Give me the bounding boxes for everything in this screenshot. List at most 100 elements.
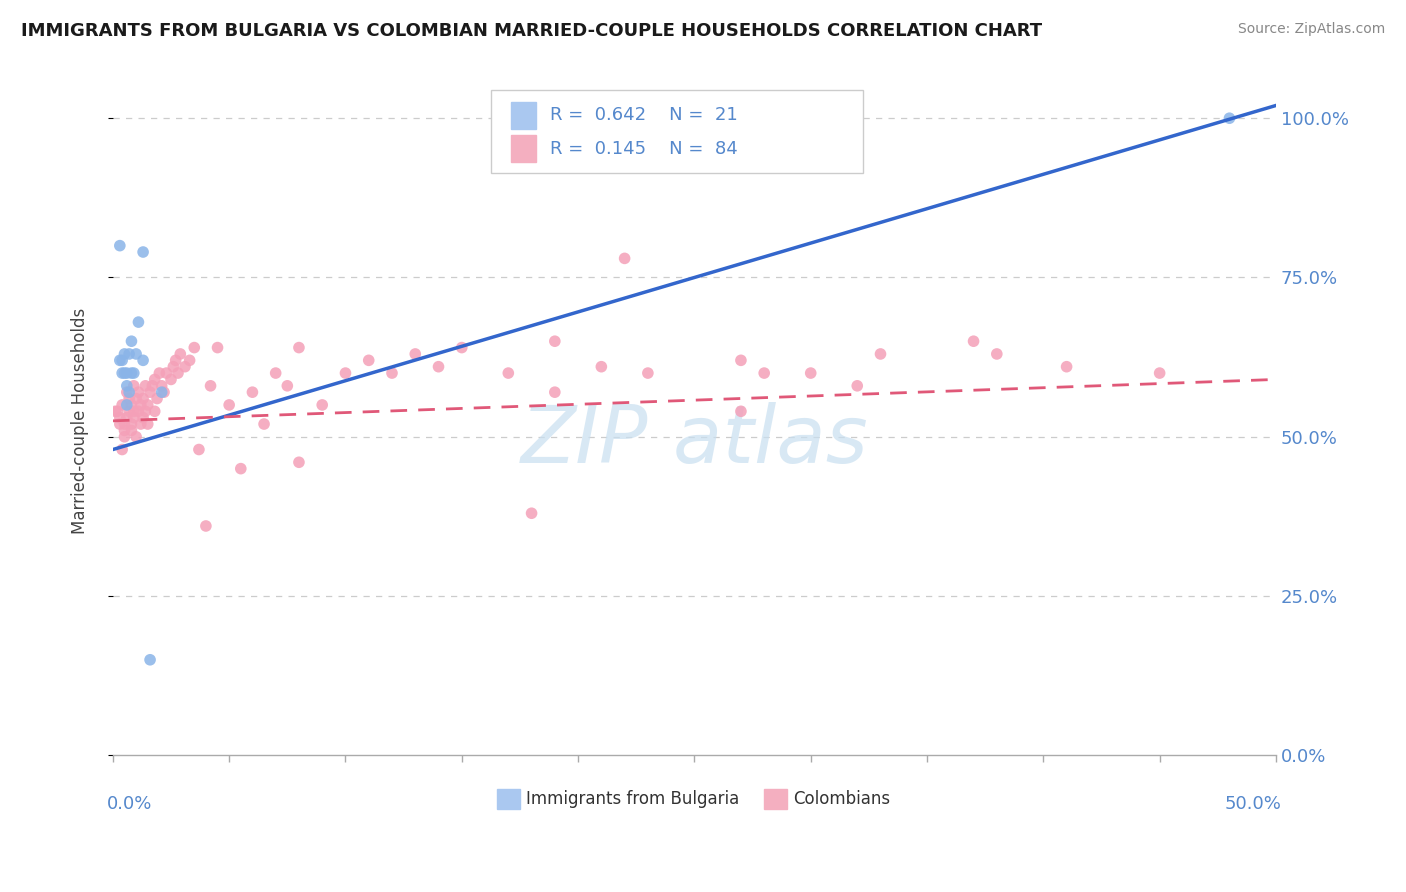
Point [108, 410, 131, 425]
Point [153, 385, 176, 400]
Point [120, 417, 142, 431]
Point [125, 347, 148, 361]
Text: Colombians: Colombians [793, 789, 890, 808]
Point [108, 353, 131, 368]
Point [122, 404, 145, 418]
Bar [496, 789, 520, 809]
Point [125, 392, 148, 406]
Point [800, 366, 823, 380]
Point [111, 366, 134, 380]
Point [169, 347, 191, 361]
Point [129, 398, 152, 412]
Point [253, 417, 276, 431]
Point [986, 347, 1008, 361]
Point [150, 385, 173, 400]
Point [118, 392, 141, 406]
Text: Immigrants from Bulgaria: Immigrants from Bulgaria [526, 789, 740, 808]
Point [160, 372, 183, 386]
Point [162, 359, 184, 374]
Point [132, 392, 155, 406]
Point [1149, 366, 1171, 380]
Point [520, 506, 543, 520]
Point [613, 252, 636, 266]
Point [115, 379, 138, 393]
Point [115, 410, 138, 425]
Point [127, 315, 149, 329]
Point [754, 366, 776, 380]
Point [1056, 359, 1078, 374]
Point [591, 359, 613, 374]
Point [869, 347, 891, 361]
Point [288, 341, 311, 355]
Point [122, 379, 145, 393]
Text: R =  0.145    N =  84: R = 0.145 N = 84 [550, 139, 738, 158]
Point [108, 238, 131, 252]
Point [311, 398, 333, 412]
Point [114, 347, 136, 361]
Point [450, 341, 472, 355]
Point [132, 245, 155, 260]
Point [118, 404, 141, 418]
Point [730, 353, 752, 368]
Point [404, 347, 426, 361]
Point [187, 442, 209, 457]
Y-axis label: Married-couple Households: Married-couple Households [72, 308, 89, 534]
Point [125, 430, 148, 444]
Point [194, 519, 217, 533]
Point [498, 366, 520, 380]
Point [1218, 112, 1240, 126]
Point [962, 334, 984, 349]
Point [148, 366, 170, 380]
Point [218, 398, 240, 412]
Point [143, 372, 166, 386]
Point [167, 366, 190, 380]
Point [146, 392, 169, 406]
Point [120, 334, 142, 349]
Point [155, 366, 177, 380]
Point [111, 353, 134, 368]
Point [108, 417, 131, 431]
Point [179, 353, 201, 368]
Point [276, 379, 298, 393]
Point [111, 398, 134, 412]
Point [357, 353, 380, 368]
Point [114, 430, 136, 444]
Point [115, 398, 138, 412]
Point [544, 334, 567, 349]
Point [229, 461, 252, 475]
Point [242, 385, 264, 400]
Point [132, 353, 155, 368]
Point [134, 404, 156, 418]
Point [120, 424, 142, 438]
Point [381, 366, 404, 380]
Point [637, 366, 659, 380]
Bar [765, 789, 787, 809]
Point [120, 398, 142, 412]
Point [150, 379, 173, 393]
Point [118, 347, 141, 361]
Point [122, 366, 145, 380]
Point [136, 398, 159, 412]
Point [846, 379, 869, 393]
Point [132, 410, 155, 425]
Point [114, 417, 136, 431]
Point [183, 341, 205, 355]
Point [207, 341, 229, 355]
Point [264, 366, 287, 380]
Point [165, 353, 187, 368]
Point [427, 359, 450, 374]
Point [730, 404, 752, 418]
Point [134, 379, 156, 393]
Text: ZIP atlas: ZIP atlas [520, 402, 869, 480]
Point [107, 404, 129, 418]
Text: R =  0.642    N =  21: R = 0.642 N = 21 [550, 106, 738, 124]
Point [127, 385, 149, 400]
Text: 0.0%: 0.0% [107, 796, 152, 814]
Point [143, 404, 166, 418]
Point [139, 653, 162, 667]
Point [335, 366, 357, 380]
Point [174, 359, 197, 374]
Point [200, 379, 222, 393]
Point [136, 417, 159, 431]
Point [114, 424, 136, 438]
